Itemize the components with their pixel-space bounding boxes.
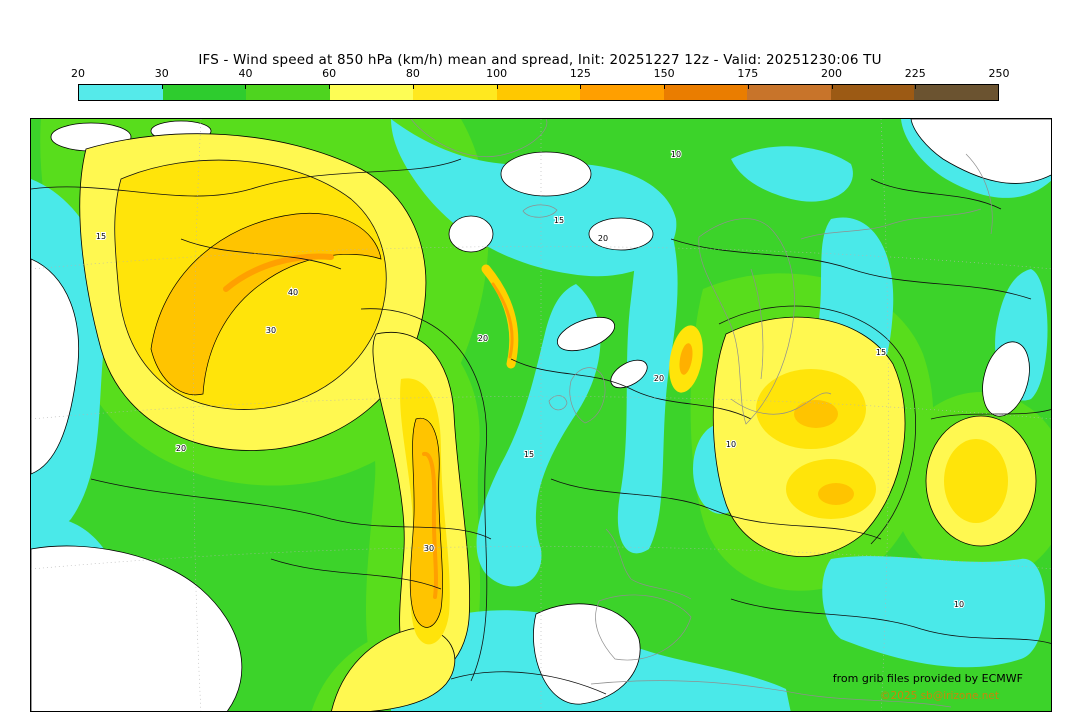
wind-map-svg: 10 20 15 40 30 20 15 20 10 30 15 10 20 15 <box>31 119 1051 711</box>
contour-label-30: 30 <box>266 326 276 335</box>
colorbar-tick-label: 60 <box>322 67 337 80</box>
colorbar-tick-label: 200 <box>821 67 843 80</box>
white-low-wind-regions <box>31 119 1051 711</box>
contour-label-20: 20 <box>654 374 664 383</box>
copyright-text: ©2025 sb@irizone.net <box>880 690 999 702</box>
colorbar-tick-label: 40 <box>238 67 253 80</box>
colorbar-cell-225-250 <box>914 85 999 100</box>
colorbar-tick-labels: 20 30 40 60 80 100 125 150 175 200 225 250 <box>71 67 1010 80</box>
chart-title: IFS - Wind speed at 850 hPa (km/h) mean … <box>198 52 882 68</box>
contour-label-15: 15 <box>96 232 106 241</box>
contour-label-20: 20 <box>176 444 186 453</box>
contour-value-labels: 10 20 15 40 30 20 15 20 10 30 15 10 20 15 <box>95 149 965 610</box>
contour-label-15: 15 <box>876 348 886 357</box>
colorbar <box>78 84 999 101</box>
colorbar-cell-150-175 <box>663 85 748 100</box>
colorbar-tick-label: 175 <box>737 67 759 80</box>
contour-label-40: 40 <box>288 288 298 297</box>
colorbar-tick-label: 20 <box>71 67 85 80</box>
colorbar-tick-label: 30 <box>154 67 169 80</box>
colorbar-tick-label: 125 <box>569 67 591 80</box>
colorbar-cell-60-80 <box>329 85 414 100</box>
colorbar-tick-label: 250 <box>988 67 1010 80</box>
contour-label-20: 20 <box>478 334 488 343</box>
contour-label-15: 15 <box>524 450 534 459</box>
colorbar-cell-80-100 <box>413 85 497 100</box>
contour-label-10: 10 <box>726 440 736 449</box>
graticule <box>31 119 1051 711</box>
colorbar-cell-175-200 <box>747 85 831 100</box>
contour-lines <box>31 158 1051 695</box>
colorbar-cell-40-60 <box>246 85 330 100</box>
data-source-credit: from grib files provided by ECMWF <box>832 672 1023 685</box>
colorbar-cell-100-125 <box>496 85 581 100</box>
coastlines <box>410 119 993 708</box>
colorbar-cell-125-150 <box>580 85 664 100</box>
colorbar-cell-30-40 <box>162 85 247 100</box>
wind-map: 10 20 15 40 30 20 15 20 10 30 15 10 20 15 from grib f… <box>30 118 1052 712</box>
colorbar-tick-label: 80 <box>405 67 420 80</box>
colorbar-cell-20-30 <box>79 85 163 100</box>
colorbar-tick-label: 100 <box>486 67 508 80</box>
deep-orange-streaks <box>223 253 693 599</box>
colorbar-cell-200-225 <box>830 85 915 100</box>
contour-label-10: 10 <box>671 150 681 159</box>
contour-label-30: 30 <box>424 544 434 553</box>
colorbar-tick-label: 225 <box>904 67 926 80</box>
contour-label-15: 15 <box>554 216 564 225</box>
colorbar-tick-label: 150 <box>653 67 675 80</box>
contour-label-10: 10 <box>954 600 964 609</box>
contour-label-20: 20 <box>598 234 608 243</box>
